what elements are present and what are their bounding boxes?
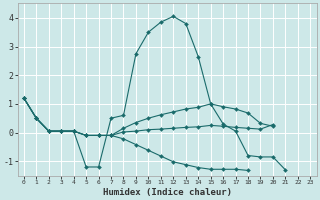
X-axis label: Humidex (Indice chaleur): Humidex (Indice chaleur) <box>103 188 232 197</box>
